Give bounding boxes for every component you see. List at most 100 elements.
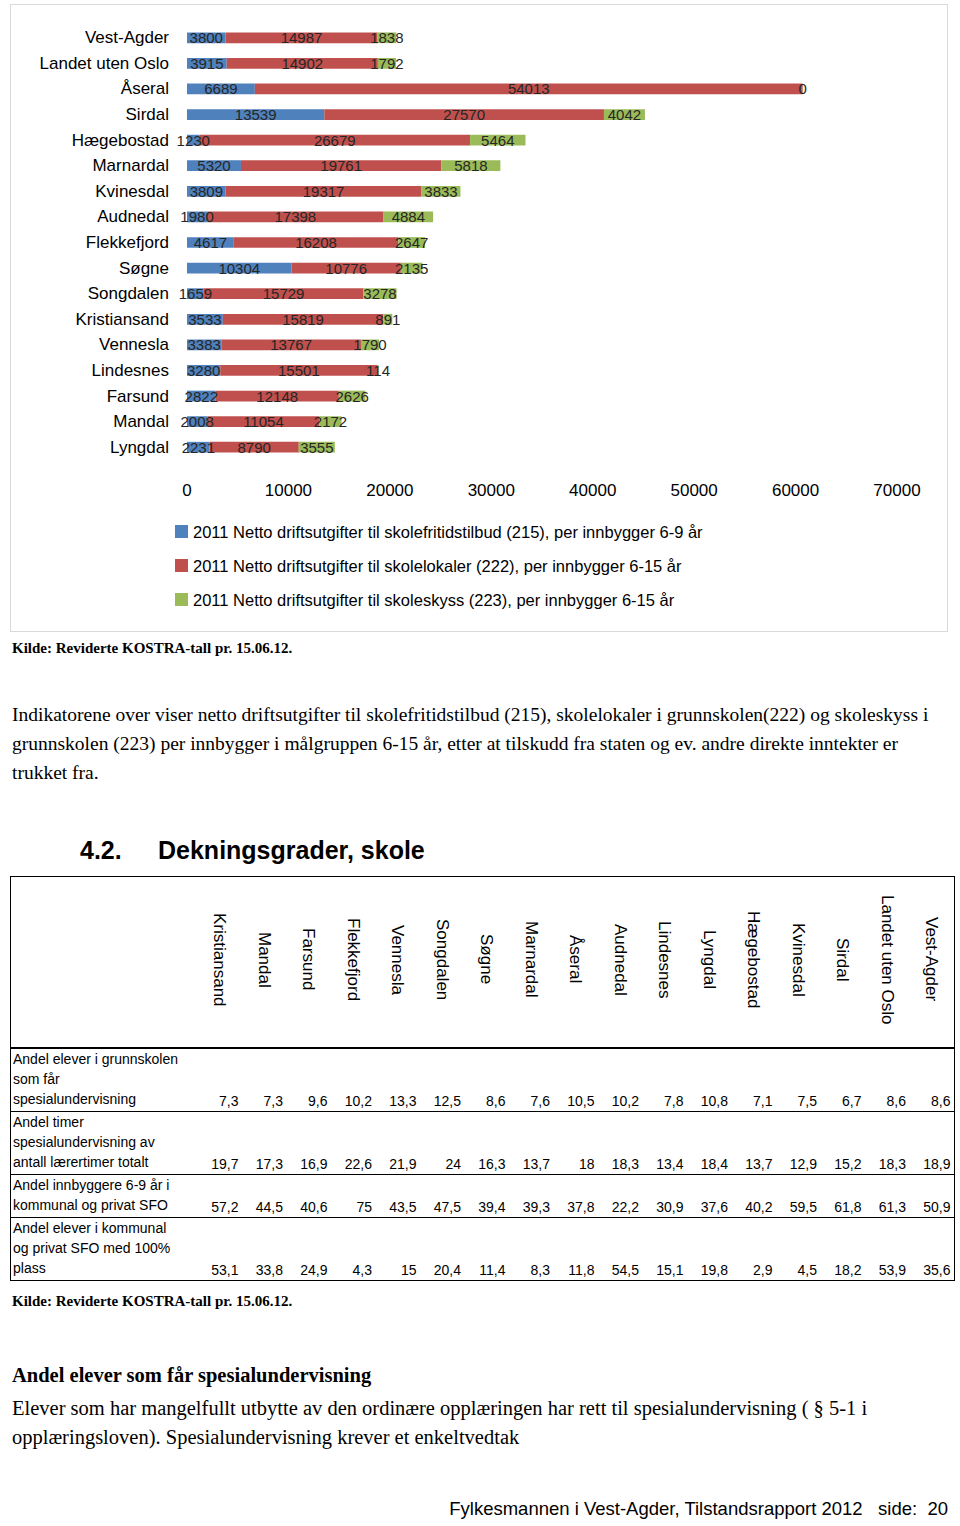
svg-text:8790: 8790 — [238, 439, 271, 456]
svg-text:1792: 1792 — [370, 55, 403, 72]
svg-text:60000: 60000 — [772, 481, 819, 500]
svg-text:19761: 19761 — [320, 157, 362, 174]
svg-text:10304: 10304 — [218, 260, 260, 277]
svg-text:2647: 2647 — [395, 234, 428, 251]
svg-text:15819: 15819 — [282, 311, 324, 328]
svg-text:11054: 11054 — [243, 413, 284, 430]
svg-text:3915: 3915 — [190, 55, 223, 72]
svg-text:Mandal: Mandal — [113, 412, 169, 431]
svg-text:1838: 1838 — [370, 29, 403, 46]
html-text:Vennesla: Vennesla — [388, 924, 408, 995]
svg-text:1659: 1659 — [179, 285, 212, 302]
svg-text:3278: 3278 — [363, 285, 396, 302]
html-text:Farsund: Farsund — [299, 928, 319, 991]
html-text:Kristiansand: Kristiansand — [210, 912, 230, 1007]
svg-text:Søgne: Søgne — [119, 259, 169, 278]
svg-text:12148: 12148 — [256, 388, 298, 405]
svg-text:17398: 17398 — [274, 208, 316, 225]
svg-text:Landet uten Oslo: Landet uten Oslo — [40, 54, 169, 73]
svg-text:0: 0 — [799, 80, 807, 97]
svg-text:Vest-Agder: Vest-Agder — [85, 28, 169, 47]
svg-text:Åseral: Åseral — [121, 79, 169, 98]
svg-text:15729: 15729 — [263, 285, 305, 302]
svg-text:2011 Netto driftsutgifter til: 2011 Netto driftsutgifter til skolelokal… — [193, 557, 682, 575]
svg-text:5320: 5320 — [197, 157, 230, 174]
svg-text:4884: 4884 — [392, 208, 425, 225]
svg-text:Hægebostad: Hægebostad — [72, 131, 169, 150]
svg-text:Audnedal: Audnedal — [97, 207, 169, 226]
svg-text:15501: 15501 — [278, 362, 320, 379]
svg-text:27570: 27570 — [443, 106, 485, 123]
html-text:Indikatorene over viser netto: Indikatorene over viser netto driftsutgi… — [12, 704, 929, 783]
svg-text:1230: 1230 — [177, 132, 210, 149]
html-text:Dekningsgrader, skole: Dekningsgrader, skole — [158, 836, 425, 864]
svg-text:2626: 2626 — [335, 388, 368, 405]
svg-text:30000: 30000 — [468, 481, 515, 500]
svg-text:40000: 40000 — [569, 481, 616, 500]
html-text:Audnedal: Audnedal — [610, 923, 630, 996]
svg-text:3809: 3809 — [190, 183, 223, 200]
svg-text:891: 891 — [375, 311, 400, 328]
svg-text:Vennesla: Vennesla — [99, 335, 169, 354]
svg-text:10776: 10776 — [325, 260, 367, 277]
svg-text:2135: 2135 — [395, 260, 428, 277]
html-text:Sirdal: Sirdal — [833, 937, 853, 982]
svg-text:3280: 3280 — [187, 362, 220, 379]
svg-text:Lyngdal: Lyngdal — [110, 438, 169, 457]
svg-text:3833: 3833 — [424, 183, 457, 200]
svg-text:3555: 3555 — [300, 439, 333, 456]
svg-text:26679: 26679 — [314, 132, 356, 149]
svg-text:50000: 50000 — [671, 481, 718, 500]
svg-text:Sirdal: Sirdal — [126, 105, 169, 124]
svg-text:70000: 70000 — [873, 481, 920, 500]
svg-text:2008: 2008 — [180, 413, 213, 430]
html-text:Fylkesmannen i Vest-Agder, Til: Fylkesmannen i Vest-Agder, Tilstandsrapp… — [449, 1498, 948, 1519]
svg-text:4617: 4617 — [194, 234, 227, 251]
svg-text:3533: 3533 — [188, 311, 221, 328]
svg-text:Lindesnes: Lindesnes — [91, 361, 169, 380]
html-text:Flekkefjord: Flekkefjord — [343, 917, 363, 1002]
html-text:Songdalen: Songdalen — [432, 918, 452, 1001]
svg-text:14902: 14902 — [281, 55, 323, 72]
html-text:Hægebostad: Hægebostad — [744, 910, 764, 1009]
svg-text:2011 Netto driftsutgifter til: 2011 Netto driftsutgifter til skolefriti… — [193, 523, 703, 541]
svg-text:3383: 3383 — [187, 336, 220, 353]
svg-text:5818: 5818 — [454, 157, 487, 174]
html-text:Elever som har mangelfullt utb: Elever som har mangelfullt utbytte av de… — [12, 1397, 868, 1448]
svg-text:13767: 13767 — [270, 336, 312, 353]
svg-text:2172: 2172 — [314, 413, 347, 430]
html-text:Andel elever som får spesialun: Andel elever som får spesialundervisning — [12, 1364, 372, 1386]
svg-text:Flekkefjord: Flekkefjord — [86, 233, 169, 252]
svg-text:19317: 19317 — [303, 183, 345, 200]
svg-text:4042: 4042 — [608, 106, 641, 123]
svg-text:1790: 1790 — [353, 336, 386, 353]
svg-text:Farsund: Farsund — [107, 387, 169, 406]
svg-text:2822: 2822 — [185, 388, 218, 405]
svg-text:0: 0 — [182, 481, 191, 500]
html-text:Marnardal: Marnardal — [521, 921, 541, 998]
svg-text:Kvinesdal: Kvinesdal — [95, 182, 169, 201]
svg-text:16208: 16208 — [295, 234, 337, 251]
svg-text:13539: 13539 — [235, 106, 277, 123]
html-text:Mandal: Mandal — [254, 931, 274, 988]
svg-text:14987: 14987 — [281, 29, 323, 46]
html-text:4.2.: 4.2. — [80, 836, 122, 864]
svg-text:2231: 2231 — [182, 439, 215, 456]
svg-text:114: 114 — [366, 362, 390, 379]
svg-text:2011 Netto driftsutgifter til: 2011 Netto driftsutgifter til skoleskyss… — [193, 591, 675, 609]
svg-text:Kristiansand: Kristiansand — [75, 310, 169, 329]
svg-text:Marnardal: Marnardal — [92, 156, 169, 175]
html-text:Åseral: Åseral — [566, 935, 586, 984]
svg-text:5464: 5464 — [481, 132, 514, 149]
svg-text:20000: 20000 — [366, 481, 413, 500]
html-text:Søgne: Søgne — [477, 934, 497, 985]
html-text:Lyngdal: Lyngdal — [699, 930, 719, 989]
svg-text:10000: 10000 — [265, 481, 312, 500]
svg-text:54013: 54013 — [508, 80, 550, 97]
svg-text:6689: 6689 — [204, 80, 237, 97]
html-text:Lindesnes: Lindesnes — [655, 920, 675, 999]
html-text:Kvinesdal: Kvinesdal — [788, 922, 808, 997]
svg-text:3800: 3800 — [190, 29, 223, 46]
svg-text:Songdalen: Songdalen — [88, 284, 169, 303]
svg-text:1980: 1980 — [180, 208, 213, 225]
